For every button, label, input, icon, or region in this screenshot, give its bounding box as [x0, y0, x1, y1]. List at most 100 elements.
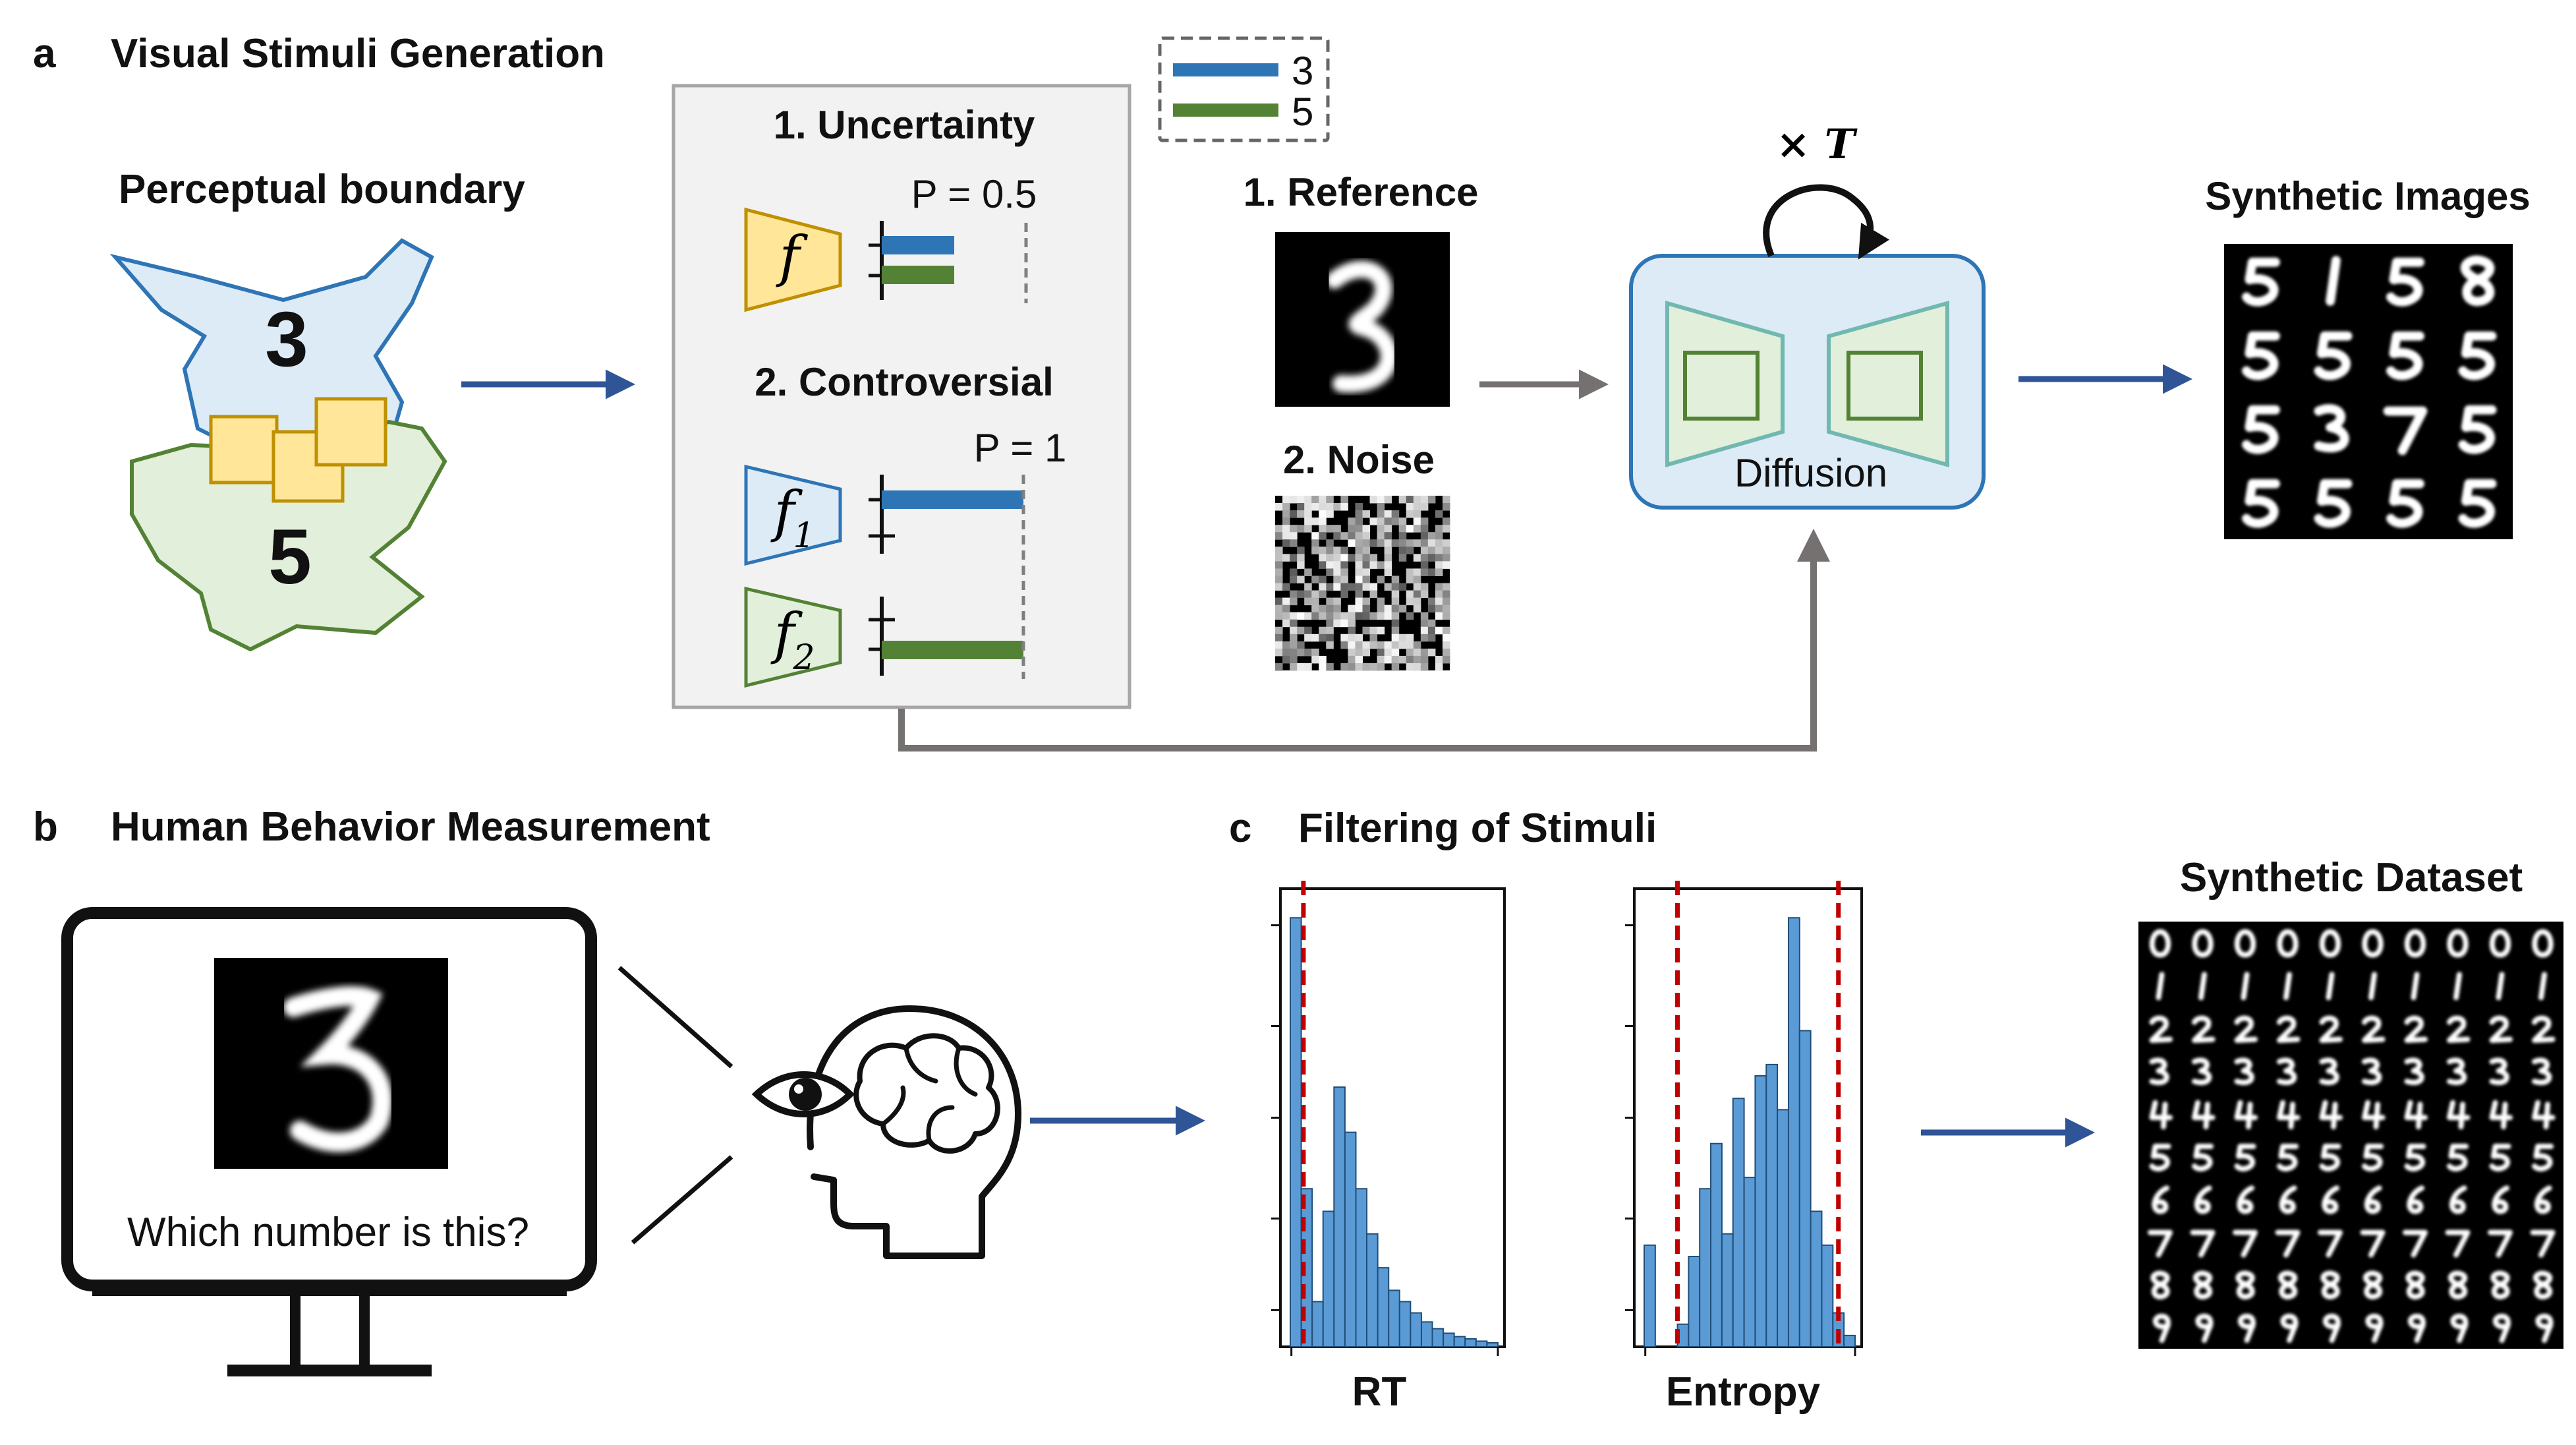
dataset-digit — [2149, 929, 2171, 958]
noise-pixel — [1290, 532, 1298, 540]
noise-pixel — [1435, 597, 1443, 606]
noise-pixel — [1311, 546, 1319, 554]
histogram-bar — [1290, 917, 1302, 1347]
dataset-digit — [2489, 1057, 2509, 1085]
diffusion-encoder — [1665, 301, 1785, 467]
noise-pixel — [1290, 575, 1298, 583]
dataset-digit — [2404, 1100, 2428, 1130]
legend-frame — [1158, 36, 1330, 142]
histogram-bar — [1843, 1334, 1856, 1347]
histogram-bar — [1377, 1267, 1390, 1347]
noise-pixel — [1304, 590, 1312, 599]
noise-pixel — [1333, 525, 1341, 533]
sight-line-upper — [617, 966, 733, 1069]
noise-pixel — [1311, 590, 1319, 599]
noise-pixel — [1282, 655, 1290, 664]
dataset-digit — [2532, 1015, 2556, 1044]
noise-pixel — [1442, 525, 1450, 533]
noise-pixel — [1420, 546, 1429, 554]
noise-pixel — [1348, 554, 1356, 562]
dataset-digit — [2360, 1229, 2386, 1258]
noise-pixel — [1290, 655, 1298, 664]
noise-pixel — [1435, 532, 1443, 540]
noise-pixel — [1333, 546, 1341, 554]
dataset-digit — [2408, 1313, 2426, 1343]
noise-pixel — [1348, 605, 1356, 613]
noise-pixel — [1427, 597, 1436, 606]
noise-pixel — [1282, 597, 1290, 606]
noise-pixel — [1333, 568, 1341, 576]
class-5-label: 5 — [268, 514, 312, 601]
noise-pixel — [1282, 496, 1290, 504]
noise-pixel — [1319, 634, 1327, 642]
noise-pixel — [1377, 575, 1385, 583]
noise-pixel — [1406, 597, 1414, 606]
noise-pixel — [1384, 568, 1392, 576]
noise-pixel — [1348, 663, 1356, 671]
noise-pixel — [1355, 510, 1363, 518]
noise-pixel — [1420, 532, 1429, 540]
noise-pixel — [1406, 539, 1414, 547]
noise-pixel — [1275, 626, 1283, 635]
noise-pixel — [1413, 539, 1421, 547]
noise-pixel — [1290, 590, 1298, 599]
noise-pixel — [1384, 641, 1392, 649]
noise-pixel — [1427, 546, 1436, 554]
noise-pixel — [1384, 605, 1392, 613]
noise-pixel — [1311, 539, 1319, 547]
noise-pixel — [1413, 503, 1421, 511]
noise-pixel — [1420, 568, 1429, 576]
dataset-digit — [2234, 1015, 2258, 1044]
noise-pixel — [1290, 648, 1298, 657]
noise-pixel — [1319, 626, 1327, 635]
monitor: Which number is this? — [61, 907, 597, 1376]
dataset-digit — [2447, 1100, 2471, 1130]
dataset-digit — [2450, 1313, 2469, 1343]
noise-pixel — [1333, 575, 1341, 583]
perceptual-boundary-title: Perceptual boundary — [119, 167, 525, 212]
dataset-digit — [2449, 1185, 2467, 1214]
noise-pixel — [1282, 539, 1290, 547]
noise-pixel — [1304, 597, 1312, 606]
noise-pixel — [1290, 568, 1298, 576]
noise-pixel — [1435, 590, 1443, 599]
noise-pixel — [1398, 539, 1407, 547]
controversial-model-1-subscript: 1 — [793, 516, 815, 556]
noise-pixel — [1304, 663, 1312, 671]
dataset-digit — [2362, 1057, 2382, 1085]
noise-pixel — [1420, 503, 1429, 511]
noise-pixel — [1290, 612, 1298, 620]
noise-pixel — [1369, 496, 1378, 504]
noise-pixel — [1391, 605, 1400, 613]
noise-pixel — [1435, 561, 1443, 569]
entropy-histogram — [1625, 881, 1863, 1356]
noise-pixel — [1398, 532, 1407, 540]
reference-title: 1. Reference — [1244, 170, 1479, 214]
dataset-digit — [2192, 1015, 2216, 1044]
synthetic-digit — [2458, 331, 2497, 380]
histogram-frame — [1279, 887, 1506, 1348]
uncertainty-bar-3 — [882, 236, 954, 254]
noise-pixel — [1391, 626, 1400, 635]
noise-pixel — [1427, 605, 1436, 613]
noise-pixel — [1398, 517, 1407, 525]
noise-pixel — [1442, 554, 1450, 562]
dataset-digit — [2153, 1313, 2171, 1343]
panel-a-letter: a — [33, 31, 56, 76]
noise-pixel — [1297, 503, 1305, 511]
noise-pixel — [1355, 597, 1363, 606]
noise-pixel — [1275, 503, 1283, 511]
noise-pixel — [1420, 583, 1429, 591]
noise-pixel — [1290, 525, 1298, 533]
noise-pixel — [1398, 554, 1407, 562]
dataset-digit — [2322, 1185, 2339, 1214]
dataset-digit — [2496, 972, 2505, 1001]
dataset-digit — [2277, 1144, 2299, 1172]
noise-pixel — [1406, 546, 1414, 554]
noise-pixel — [1420, 612, 1429, 620]
noise-pixel — [1442, 517, 1450, 525]
noise-pixel — [1304, 496, 1312, 504]
histogram-bar — [1388, 1289, 1400, 1347]
noise-pixel — [1340, 641, 1348, 649]
